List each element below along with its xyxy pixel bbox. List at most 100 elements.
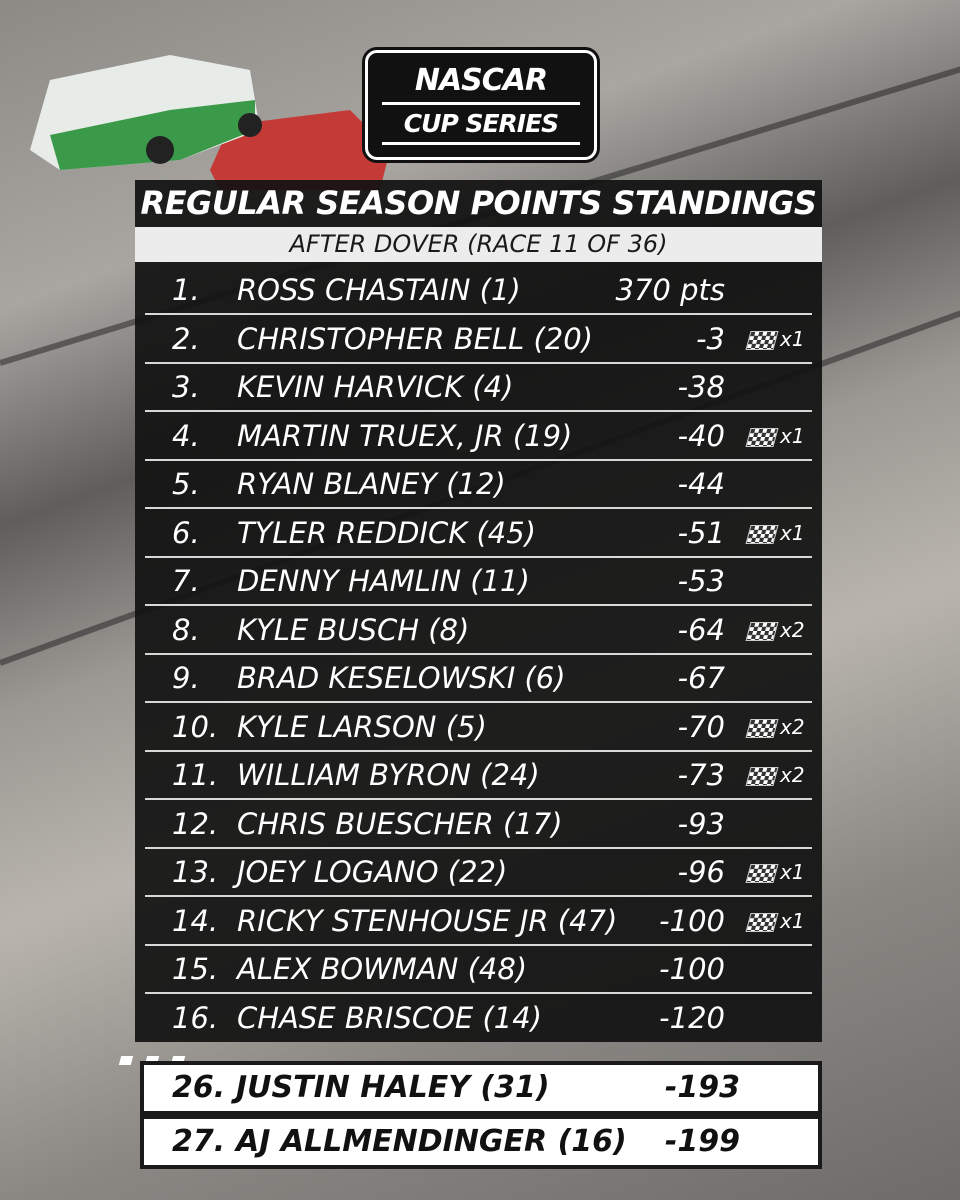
points: -120	[659, 1000, 725, 1035]
win-flag	[745, 718, 779, 738]
standing-row: 11. WILLIAM BYRON (24) -73 x2	[135, 751, 822, 800]
extra-row: 27. AJ ALLMENDINGER (16) -199	[140, 1115, 822, 1169]
win-flag	[745, 621, 779, 641]
win-flag	[745, 524, 779, 544]
points: -199	[664, 1124, 740, 1159]
position: 6.	[172, 515, 200, 550]
separator	[145, 458, 812, 461]
separator	[145, 361, 812, 364]
extra-row: 26. JUSTIN HALEY (31) -193	[140, 1061, 822, 1115]
driver: KEVIN HARVICK (4)	[237, 370, 514, 404]
separator	[145, 604, 812, 606]
subtitle: AFTER DOVER (RACE 11 OF 36)	[135, 227, 822, 262]
win-flag	[745, 427, 779, 447]
wins: x1	[780, 520, 805, 545]
driver: TYLER REDDICK (45)	[237, 515, 536, 550]
points: -73	[677, 758, 725, 792]
points: -51	[677, 515, 725, 550]
points: -38	[677, 370, 725, 404]
points: -44	[677, 467, 725, 501]
separator	[145, 701, 812, 703]
separator	[145, 555, 812, 558]
driver: JUSTIN HALEY (31)	[236, 1070, 550, 1105]
standing-row: 10. KYLE LARSON (5) -70 x2	[135, 703, 822, 752]
separator	[145, 895, 812, 897]
standing-row: 7. DENNY HAMLIN (11) -53	[135, 557, 822, 606]
win-flag	[745, 330, 779, 350]
points: -193	[664, 1070, 740, 1105]
driver: ALEX BOWMAN (48)	[237, 952, 528, 986]
separator	[145, 652, 812, 655]
standing-row: 13. JOEY LOGANO (22) -96 x1	[135, 848, 822, 897]
points: -64	[677, 612, 725, 647]
standing-row: 12. CHRIS BUESCHER (17) -93	[135, 800, 822, 849]
standing-row: 15. ALEX BOWMAN (48) -100	[135, 945, 822, 994]
points: -70	[677, 709, 725, 744]
separator	[145, 992, 812, 994]
position: 7.	[172, 564, 200, 598]
wins: x1	[780, 423, 805, 448]
title: REGULAR SEASON POINTS STANDINGS	[140, 184, 817, 222]
logo-series: CUP SERIES	[403, 109, 559, 138]
position: 1.	[172, 273, 200, 307]
position: 2.	[172, 321, 200, 356]
points: -67	[677, 661, 725, 695]
driver: DENNY HAMLIN (11)	[237, 564, 530, 598]
wins: x2	[780, 617, 805, 642]
driver: ROSS CHASTAIN (1)	[237, 273, 521, 307]
standing-row: 2. CHRISTOPHER BELL (20) -3 x1	[135, 315, 822, 364]
separator	[145, 846, 812, 849]
standing-row: 5. RYAN BLANEY (12) -44	[135, 460, 822, 509]
position: 16.	[172, 1000, 219, 1035]
driver: MARTIN TRUEX, JR (19)	[237, 418, 573, 453]
cars-photo	[30, 55, 390, 190]
wins: x2	[780, 763, 805, 787]
position: 8.	[172, 612, 200, 647]
driver: KYLE LARSON (5)	[237, 709, 487, 744]
win-flag	[745, 767, 779, 786]
driver: AJ ALLMENDINGER (16)	[236, 1124, 627, 1159]
points: -100	[659, 903, 725, 938]
position: 3.	[172, 370, 200, 404]
separator	[145, 749, 812, 752]
driver: CHASE BRISCOE (14)	[237, 1000, 542, 1035]
standings-panel: REGULAR SEASON POINTS STANDINGS AFTER DO…	[135, 180, 822, 1042]
wins: x1	[780, 908, 805, 933]
position: 12.	[172, 806, 219, 841]
points: -100	[659, 952, 725, 986]
win-flag	[745, 864, 779, 883]
points: -40	[677, 418, 725, 453]
standing-row: 4. MARTIN TRUEX, JR (19) -40 x1	[135, 412, 822, 461]
points: -96	[677, 855, 725, 889]
series-logo: NASCAR CUP SERIES	[365, 50, 597, 160]
standing-row: 8. KYLE BUSCH (8) -64 x2	[135, 606, 822, 655]
driver: RYAN BLANEY (12)	[237, 467, 506, 501]
standing-row: 6. TYLER REDDICK (45) -51 x1	[135, 509, 822, 558]
points: -3	[696, 321, 725, 356]
driver: JOEY LOGANO (22)	[237, 855, 508, 889]
position: 4.	[172, 418, 200, 453]
position: 5.	[172, 467, 200, 501]
driver: CHRISTOPHER BELL (20)	[237, 321, 593, 356]
standing-row: 16. CHASE BRISCOE (14) -120	[135, 994, 822, 1042]
standing-row: 14. RICKY STENHOUSE JR (47) -100 x1	[135, 897, 822, 946]
wins: x1	[780, 326, 805, 351]
separator	[145, 313, 812, 315]
driver: KYLE BUSCH (8)	[237, 612, 470, 647]
standing-row: 3. KEVIN HARVICK (4) -38	[135, 363, 822, 412]
driver: WILLIAM BYRON (24)	[237, 758, 540, 792]
driver: CHRIS BUESCHER (17)	[237, 806, 563, 841]
separator	[145, 798, 812, 800]
position: 11.	[172, 758, 219, 792]
points: 370 pts	[615, 273, 725, 307]
separator	[145, 943, 812, 946]
standing-row: 9. BRAD KESELOWSKI (6) -67	[135, 654, 822, 703]
position: 15.	[172, 952, 219, 986]
logo-brand: NASCAR	[414, 63, 548, 98]
points: -53	[677, 564, 725, 598]
separator	[145, 507, 812, 509]
wins: x1	[780, 860, 805, 884]
position: 14.	[172, 903, 219, 938]
driver: RICKY STENHOUSE JR (47)	[237, 903, 618, 938]
